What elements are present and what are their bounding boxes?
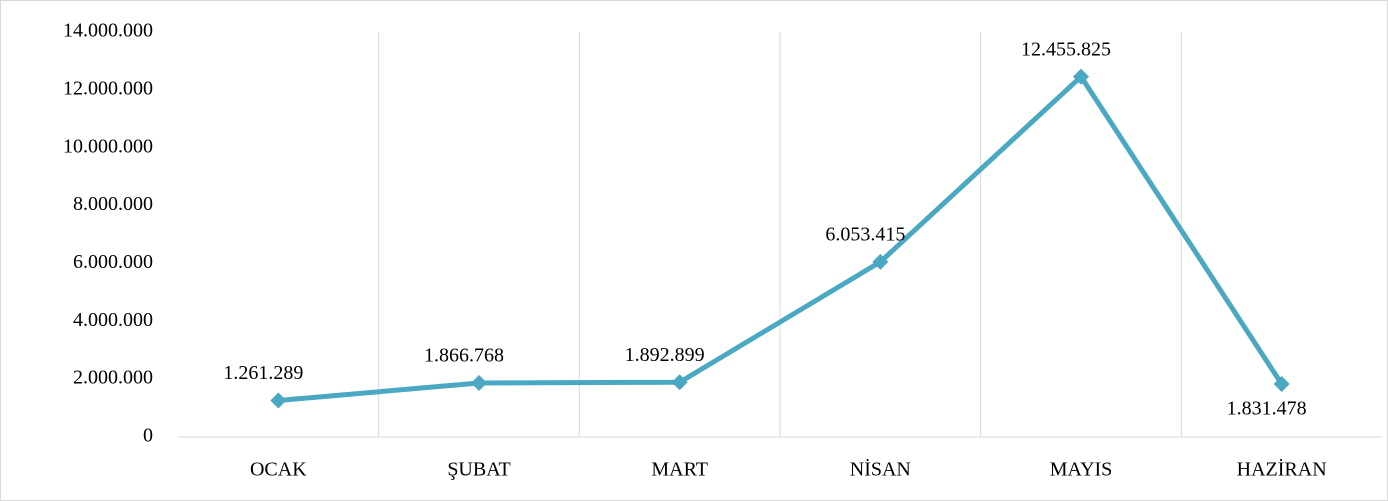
- x-tick-label: MART: [651, 459, 708, 481]
- x-tick-label: OCAK: [250, 459, 307, 481]
- x-tick-label: ŞUBAT: [447, 459, 510, 481]
- data-label: 1.261.289: [223, 362, 303, 384]
- y-tick-label: 4.000.000: [73, 309, 153, 331]
- data-label: 1.892.899: [625, 344, 705, 366]
- x-tick-label: HAZİRAN: [1237, 458, 1327, 481]
- data-label: 6.053.415: [825, 223, 905, 245]
- y-tick-label: 0: [143, 425, 153, 447]
- x-tick-label: MAYIS: [1050, 459, 1113, 481]
- marker: [270, 392, 287, 409]
- y-tick-label: 6.000.000: [73, 251, 153, 273]
- marker: [671, 374, 688, 391]
- y-tick-label: 2.000.000: [73, 367, 153, 389]
- y-tick-label: 10.000.000: [63, 135, 153, 157]
- marker: [471, 374, 487, 391]
- marker: [872, 253, 889, 270]
- line: [278, 74, 1284, 404]
- x-tick-label: NİSAN: [850, 458, 911, 481]
- y-tick-label: 12.000.000: [63, 77, 153, 99]
- y-tick-label: 8.000.000: [73, 193, 153, 215]
- data-label: 12.455.825: [1021, 38, 1111, 60]
- marker: [1273, 376, 1290, 393]
- data-label: 1.866.768: [424, 345, 504, 367]
- y-tick-label: 14.000.000: [63, 20, 153, 42]
- marker: [1073, 68, 1089, 85]
- data-label: 1.831.478: [1227, 398, 1307, 420]
